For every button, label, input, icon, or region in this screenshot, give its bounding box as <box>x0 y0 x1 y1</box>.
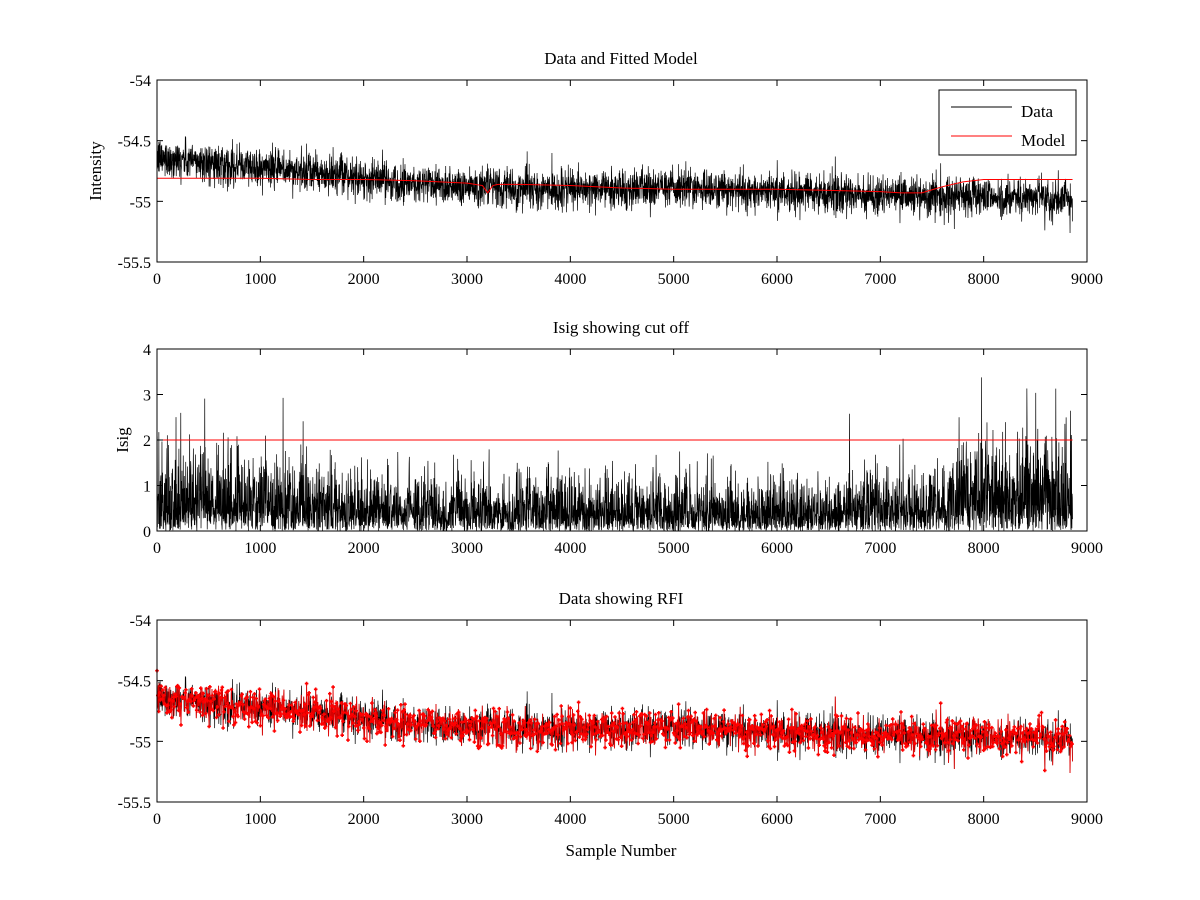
subplot-1-frame <box>156 79 1088 263</box>
x-tick-label: 4000 <box>554 811 586 828</box>
subplot-3-frame <box>156 619 1088 803</box>
x-tick-label: 6000 <box>761 271 793 288</box>
x-tick-label: 1000 <box>244 811 276 828</box>
x-tick-label: 8000 <box>968 540 1000 557</box>
subplot-3-xlabel: Sample Number <box>566 841 677 860</box>
x-tick-label: 9000 <box>1071 271 1103 288</box>
y-tick-label: -54 <box>130 73 151 90</box>
x-tick-label: 8000 <box>968 271 1000 288</box>
subplot-2-ylabel: Isig <box>113 427 132 453</box>
subplot-2-series <box>156 377 1073 533</box>
x-tick-label: 5000 <box>658 540 690 557</box>
x-tick-label: 9000 <box>1071 540 1103 557</box>
y-tick-label: 3 <box>143 388 151 405</box>
subplot-1-ylabel: Intensity <box>86 141 105 201</box>
x-tick-label: 0 <box>153 540 161 557</box>
x-tick-label: 0 <box>153 811 161 828</box>
legend-model-label: Model <box>1021 131 1066 150</box>
x-tick-label: 6000 <box>761 811 793 828</box>
series-rfi-line <box>156 670 1073 773</box>
x-tick-label: 5000 <box>658 811 690 828</box>
series-model-line <box>157 177 1073 194</box>
x-tick-label: 7000 <box>864 271 896 288</box>
x-tick-label: 7000 <box>864 540 896 557</box>
x-tick-label: 2000 <box>348 540 380 557</box>
x-tick-label: 2000 <box>348 811 380 828</box>
x-tick-label: 9000 <box>1071 811 1103 828</box>
x-tick-label: 5000 <box>658 271 690 288</box>
subplot-1-series <box>156 130 1073 233</box>
subplot-2-ticks: 0 1000 2000 3000 4000 5000 6000 7000 8000 9000 0 1 2… <box>143 342 1103 557</box>
x-tick-label: 4000 <box>554 271 586 288</box>
y-tick-label: -55.5 <box>118 795 151 812</box>
x-tick-label: 8000 <box>968 811 1000 828</box>
subplot-3-title: Data showing RFI <box>559 589 684 608</box>
y-tick-label: -54.5 <box>118 134 151 151</box>
y-tick-label: -54 <box>130 613 151 630</box>
subplot-1-ticks: 0 1000 2000 3000 4000 5000 6000 7000 8000 9000 -55… <box>118 73 1103 288</box>
subplot-data-showing-rfi: Data showing RFI 0 1000 2000 3000 4000 5000 60… <box>118 589 1103 860</box>
x-tick-label: 2000 <box>348 271 380 288</box>
series-isig-line <box>156 377 1073 533</box>
subplot-1-title: Data and Fitted Model <box>544 49 698 68</box>
x-tick-label: 7000 <box>864 811 896 828</box>
x-tick-label: 6000 <box>761 540 793 557</box>
x-tick-label: 0 <box>153 271 161 288</box>
y-tick-label: 4 <box>143 342 151 359</box>
x-tick-label: 3000 <box>451 540 483 557</box>
y-tick-label: -55 <box>130 734 151 751</box>
y-tick-label: 2 <box>143 433 151 450</box>
x-tick-label: 3000 <box>451 271 483 288</box>
y-tick-label: -55 <box>130 194 151 211</box>
x-tick-label: 4000 <box>554 540 586 557</box>
y-tick-label: 0 <box>143 524 151 541</box>
legend-data-label: Data <box>1021 102 1054 121</box>
legend-box <box>938 89 1077 156</box>
subplot-data-and-fitted-model: Data and Fitted Model 0 1000 2000 3000 4000 5… <box>86 49 1103 288</box>
subplot-isig-showing-cut-off: Isig showing cut off 0 1000 2000 3000 4000 50… <box>113 318 1103 557</box>
y-tick-label: -54.5 <box>118 674 151 691</box>
subplot-3-ticks: 0 1000 2000 3000 4000 5000 6000 7000 8000 9000 -55… <box>118 613 1103 828</box>
y-tick-label: -55.5 <box>118 255 151 272</box>
x-tick-label: 1000 <box>244 271 276 288</box>
x-tick-label: 3000 <box>451 811 483 828</box>
series-data-line <box>156 130 1073 233</box>
x-tick-label: 1000 <box>244 540 276 557</box>
y-tick-label: 1 <box>143 479 151 496</box>
legend: Data Model <box>938 89 1077 156</box>
subplot-2-title: Isig showing cut off <box>553 318 689 337</box>
